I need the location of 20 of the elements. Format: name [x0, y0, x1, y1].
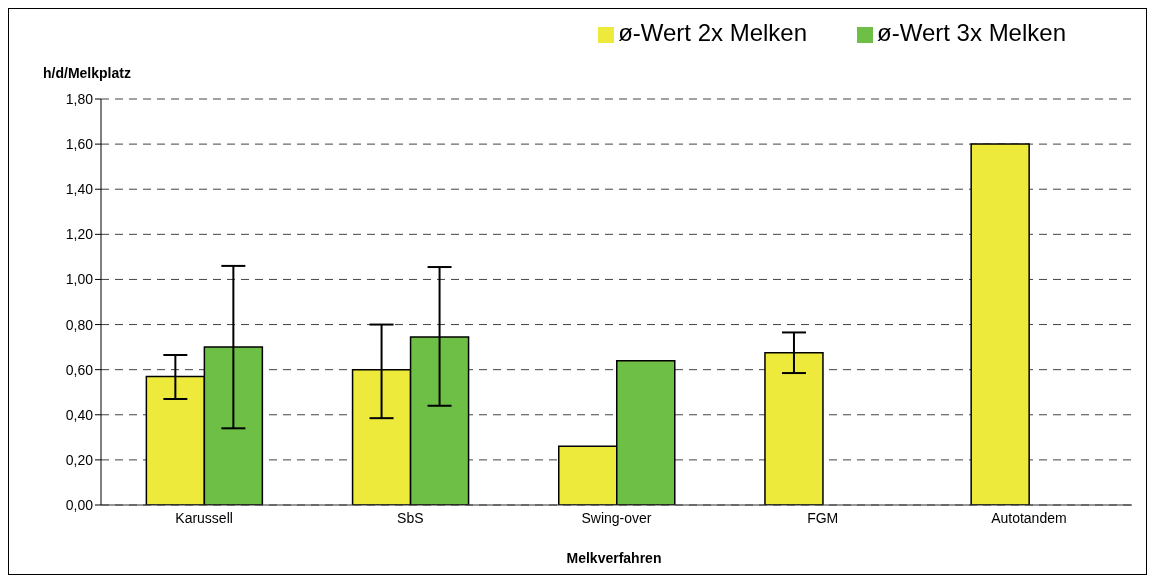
- bar: [970, 143, 1030, 505]
- y-tick-label: 1,60: [65, 136, 94, 153]
- y-tick-label: 0,80: [65, 316, 94, 333]
- x-tick-label: Swing-over: [581, 509, 652, 526]
- x-tick-label: Karussell: [175, 509, 233, 526]
- y-tick-label: 0,20: [65, 451, 94, 468]
- y-tick-label: 1,00: [65, 271, 94, 288]
- legend-label: ø-Wert 2x Melken: [618, 19, 808, 46]
- y-tick-label: 1,40: [65, 181, 94, 198]
- x-axis-title: Melkverfahren: [565, 550, 663, 566]
- y-tick-label: 0,00: [65, 496, 94, 513]
- y-axis-title: h/d/Melkplatz: [43, 65, 131, 81]
- legend-label: ø-Wert 3x Melken: [877, 19, 1066, 46]
- x-tick-label: Autotandem: [991, 509, 1067, 526]
- x-tick-label: SbS: [397, 509, 424, 526]
- y-tick-label: 1,80: [65, 90, 94, 107]
- x-tick-label: FGM: [807, 509, 839, 526]
- y-tick-label: 1,20: [65, 226, 94, 243]
- y-tick-label: 0,40: [65, 406, 94, 423]
- y-tick-label: 0,60: [65, 361, 94, 378]
